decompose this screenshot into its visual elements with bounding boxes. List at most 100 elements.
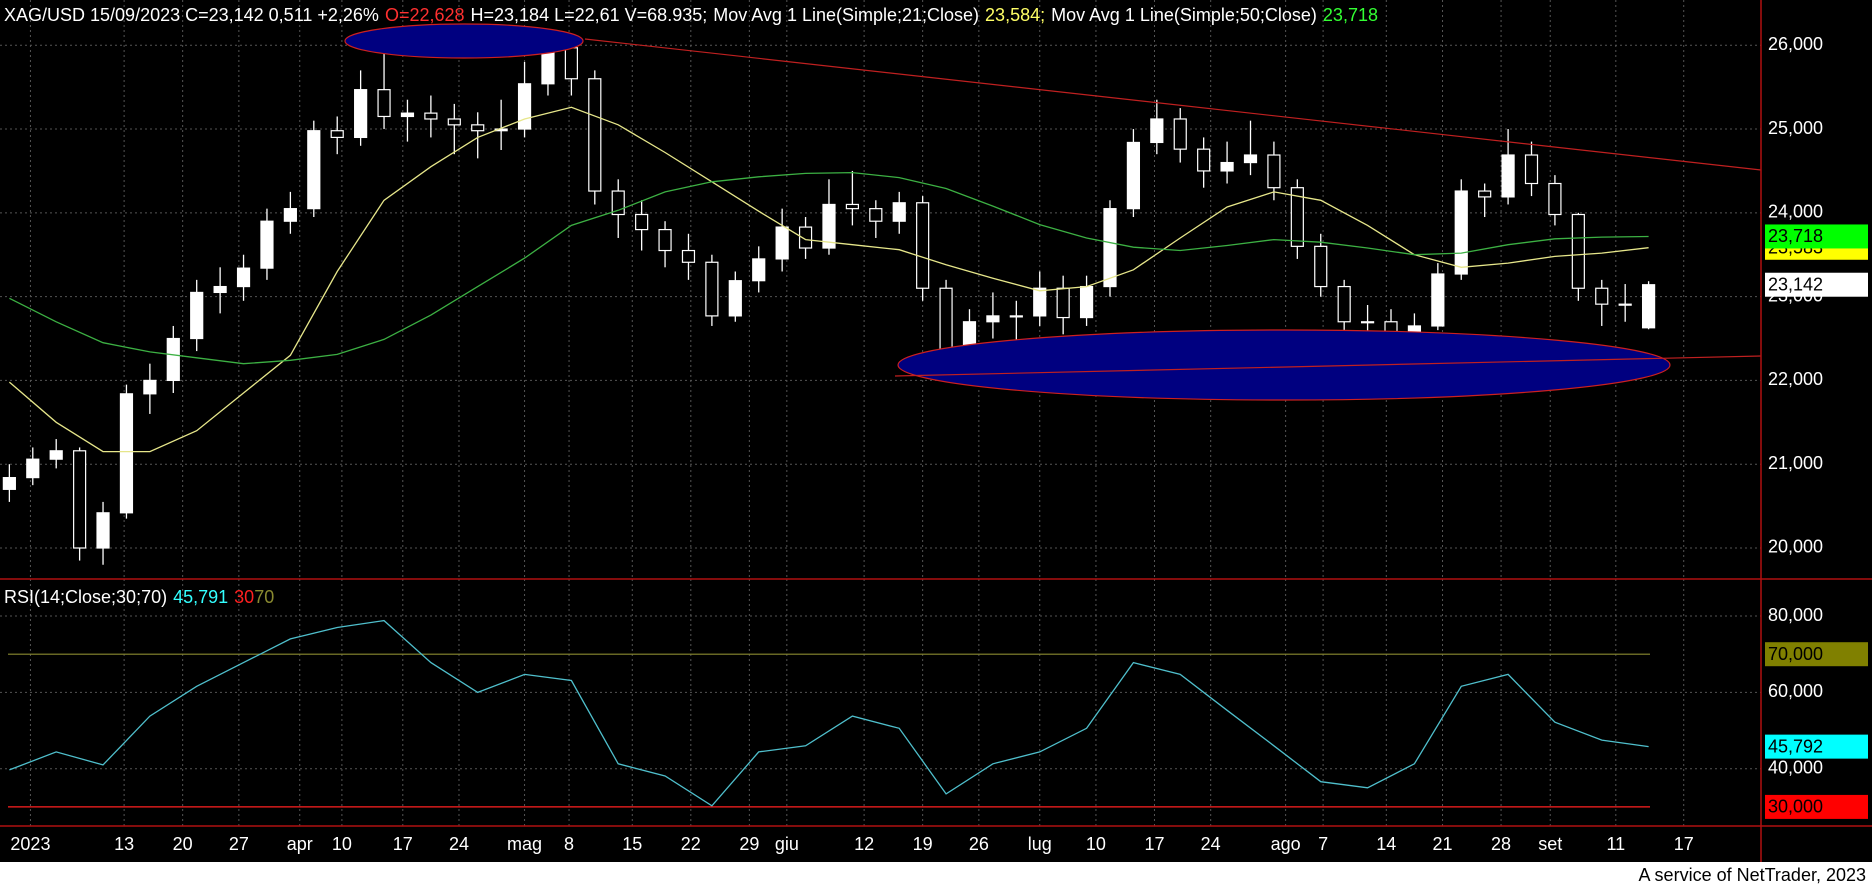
candle-body [1360, 321, 1375, 324]
candle-body [377, 89, 391, 118]
candle-body [1150, 118, 1164, 144]
candle-body [1290, 187, 1304, 247]
x-tick-label: lug [1028, 834, 1052, 854]
x-tick-label: 17 [1674, 834, 1694, 854]
x-tick-label: 17 [393, 834, 413, 854]
candle-body [471, 124, 485, 132]
x-tick-label: 10 [1086, 834, 1106, 854]
x-tick-label: 28 [1491, 834, 1511, 854]
annotations [344, 23, 1762, 401]
trendline-upper [584, 38, 1762, 171]
candle-body [564, 47, 578, 80]
rsi-line [9, 619, 1649, 807]
candle-body [822, 203, 836, 249]
candle-body [1103, 208, 1117, 288]
candle-body [1431, 273, 1445, 327]
footer-bar [0, 862, 1872, 888]
x-tick-label: 26 [969, 834, 989, 854]
candle-body [1595, 287, 1609, 305]
candle-body [447, 118, 461, 126]
candle-body [1314, 245, 1328, 288]
candle-body [892, 202, 906, 222]
candle-body [1571, 213, 1585, 289]
candle-body [1126, 141, 1141, 210]
price-tag-box [1765, 734, 1868, 759]
candle-body [354, 89, 368, 139]
candle-body [26, 458, 40, 479]
legend-value: 23,718 [1323, 5, 1378, 25]
open-label: O=22,628 [385, 5, 465, 25]
candle-body [1641, 284, 1656, 329]
price-tag-label: 23,142 [1768, 274, 1823, 294]
level-label: 30 [234, 587, 254, 607]
candle-body [1478, 190, 1492, 198]
y-tick-label: 40,000 [1768, 757, 1823, 777]
candle-body [2, 477, 16, 490]
candle-body [73, 450, 87, 549]
candle-body [307, 130, 321, 210]
candle-body [283, 208, 297, 222]
y-tick-label: 21,000 [1768, 453, 1823, 473]
labels: 20,00021,00022,00023,00024,00025,00026,0… [4, 5, 1868, 854]
legend-entry: Mov Avg 1 Line(Simple;50;Close) [1051, 5, 1317, 25]
candle-body [213, 285, 227, 294]
ellipse-bottom [897, 329, 1671, 401]
moving-average [9, 171, 1649, 365]
candle-body [1337, 285, 1351, 323]
candle-body [260, 220, 274, 269]
candle-body [798, 226, 813, 249]
candle-body [49, 450, 63, 460]
price-tag-box [1765, 642, 1868, 667]
x-tick-label: 2023 [10, 834, 50, 854]
y-tick-label: 24,000 [1768, 202, 1823, 222]
candle-body [330, 130, 344, 139]
y-tick-label: 25,000 [1768, 118, 1823, 138]
x-tick-label: 24 [1201, 834, 1221, 854]
candle-body [1548, 182, 1562, 216]
x-tick-label: 14 [1376, 834, 1396, 854]
candle-body [1524, 154, 1539, 185]
marks [2, 32, 1656, 808]
x-tick-label: 21 [1433, 834, 1453, 854]
moving-average [8, 106, 1649, 453]
candle-body [775, 226, 789, 260]
frame [0, 0, 1872, 862]
candle-body [1243, 154, 1258, 164]
x-tick-label: 7 [1318, 834, 1328, 854]
candle-body [1501, 154, 1515, 198]
candle-body [1009, 315, 1023, 318]
candle-body [236, 267, 251, 288]
candle-body [1173, 118, 1187, 150]
price-tag-box [1765, 272, 1868, 297]
candle-body [916, 202, 930, 289]
candle-body [1267, 154, 1281, 189]
price-tag-label: 23,718 [1768, 226, 1823, 246]
candle-body [635, 213, 649, 231]
price-tag-label: 45,792 [1768, 736, 1823, 756]
x-tick-label: 12 [854, 834, 874, 854]
candle-body [1079, 285, 1094, 319]
candle-body [705, 261, 719, 317]
price-tag-label: 30,000 [1768, 797, 1823, 817]
candle-body [752, 258, 766, 282]
candle-body [1220, 161, 1234, 172]
x-tick-label: 17 [1144, 834, 1164, 854]
candle-body [1033, 287, 1047, 317]
y-tick-label: 22,000 [1768, 369, 1823, 389]
x-tick-label: 13 [114, 834, 134, 854]
y-tick-label: 80,000 [1768, 605, 1823, 625]
candle-body [869, 208, 883, 222]
x-tick-label: 19 [913, 834, 933, 854]
ellipse-top [344, 23, 584, 59]
candle-body [658, 228, 672, 252]
candle-body [845, 203, 859, 210]
high-low-label: H=23,184 L=22,61 V=68.935; [471, 5, 708, 25]
candle-body [986, 315, 1000, 323]
footer: A service of NetTrader, 2023 [1639, 865, 1866, 885]
price-tag-box [1765, 224, 1868, 249]
candle-body [1056, 287, 1070, 319]
candle-body [96, 512, 110, 549]
y-tick-label: 26,000 [1768, 34, 1823, 54]
x-tick-label: 20 [173, 834, 193, 854]
